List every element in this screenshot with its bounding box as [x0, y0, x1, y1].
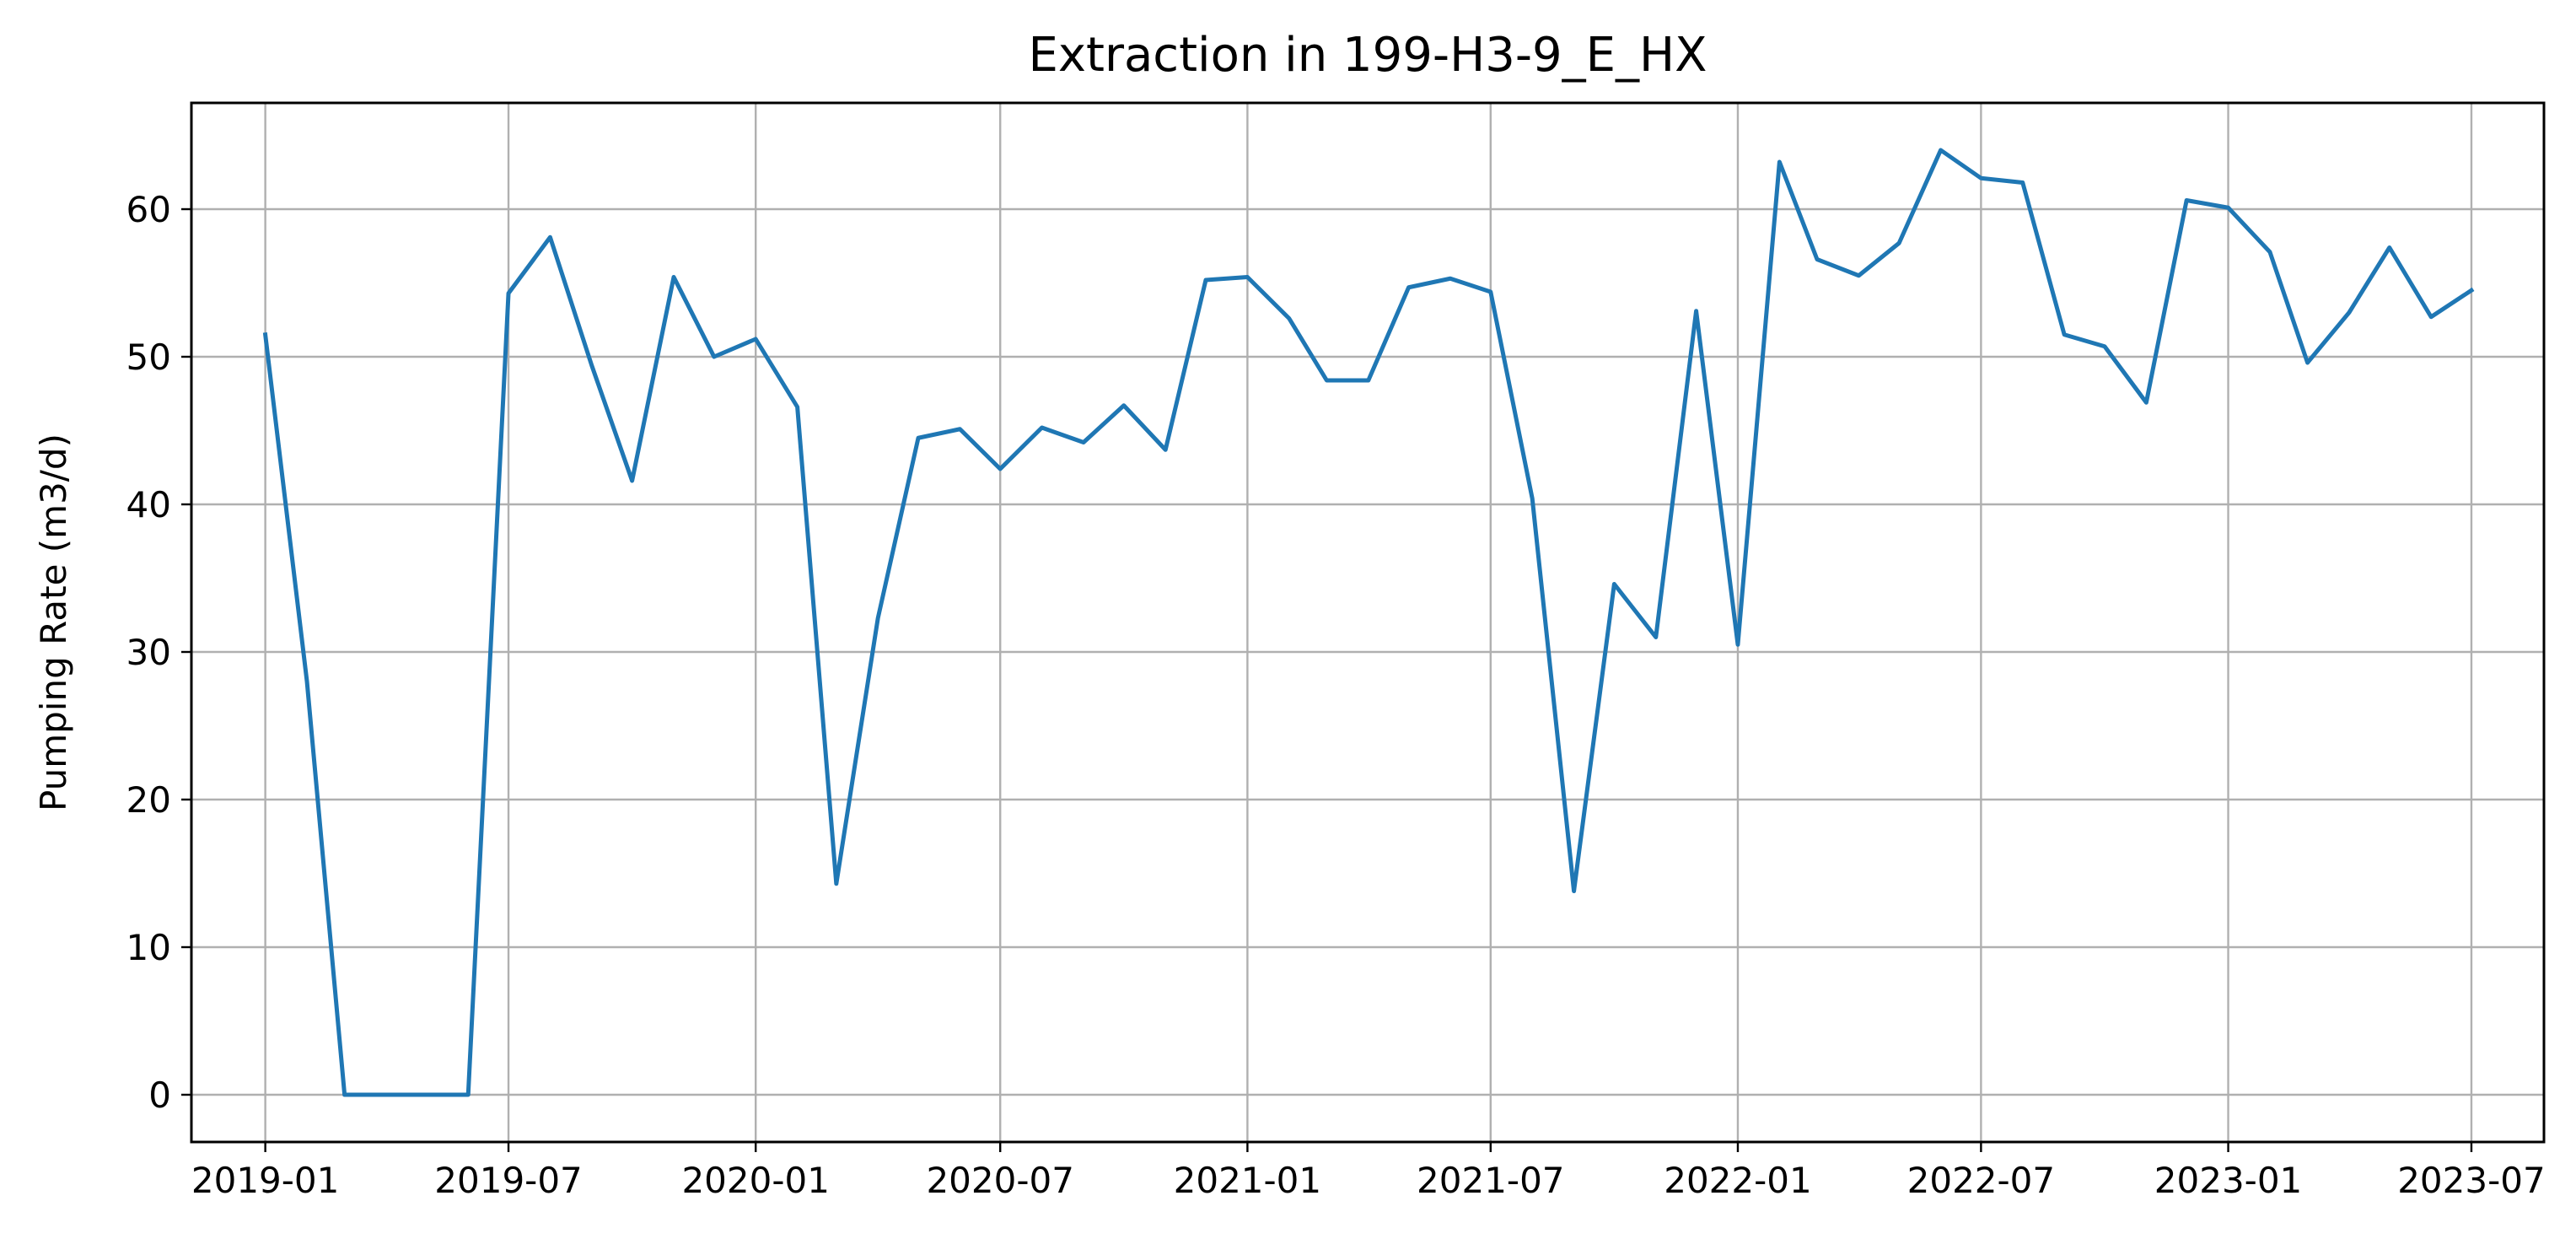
tick-layer: 2019-01 2019-07 2020-01 2020-07 2021-01 2021-… — [126, 189, 2546, 1201]
y-tick-label: 50 — [126, 337, 171, 378]
x-tick-label: 2020-01 — [681, 1160, 830, 1201]
data-point — [1406, 285, 1411, 289]
data-point — [1654, 635, 1658, 639]
data-point — [1897, 241, 1901, 245]
data-point — [2102, 344, 2106, 348]
x-tick-label: 2020-07 — [926, 1160, 1074, 1201]
data-point — [1735, 643, 1740, 647]
x-tick-label: 2023-07 — [2397, 1160, 2546, 1201]
data-point — [1287, 316, 1291, 320]
data-point — [917, 436, 921, 440]
data-point — [342, 1093, 347, 1097]
data-point — [1366, 379, 1370, 383]
data-point — [1857, 273, 1861, 277]
x-tick-label: 2021-07 — [1417, 1160, 1565, 1201]
data-point — [754, 337, 758, 342]
data-point — [1082, 440, 1086, 444]
x-tick-label: 2019-07 — [434, 1160, 583, 1201]
data-point — [507, 291, 511, 295]
data-point — [795, 405, 799, 409]
data-point — [958, 427, 962, 431]
data-point — [1572, 889, 1576, 893]
data-point — [672, 275, 676, 279]
data-point — [1694, 309, 1698, 313]
data-point — [1612, 582, 1616, 586]
x-tick-label: 2021-01 — [1174, 1160, 1322, 1201]
data-point — [424, 1093, 428, 1097]
x-tick-label: 2019-01 — [191, 1160, 340, 1201]
data-point — [2347, 310, 2351, 315]
data-point — [548, 235, 552, 240]
y-tick-label: 60 — [126, 189, 171, 230]
data-point — [1939, 148, 1943, 153]
data-point — [466, 1093, 471, 1097]
y-tick-label: 10 — [126, 927, 171, 968]
data-point — [305, 680, 309, 684]
y-tick-label: 30 — [126, 632, 171, 673]
data-point — [2144, 401, 2148, 405]
data-point — [876, 616, 880, 620]
grid-layer — [191, 103, 2544, 1142]
data-point — [1245, 275, 1250, 279]
data-point — [263, 332, 267, 337]
chart-title: Extraction in 199-H3-9_E_HX — [1028, 28, 1707, 83]
data-point — [2267, 250, 2272, 254]
x-tick-label: 2022-01 — [1664, 1160, 1812, 1201]
data-point — [1204, 278, 1208, 283]
data-point — [834, 881, 838, 886]
data-point — [589, 364, 594, 368]
data-point — [2387, 245, 2391, 250]
data-point — [2062, 332, 2067, 337]
data-point — [2185, 198, 2189, 202]
data-point — [1530, 497, 1535, 501]
data-point — [2226, 206, 2230, 210]
data-point — [630, 479, 634, 483]
data-point — [1448, 277, 1452, 281]
series-layer — [262, 148, 2475, 1097]
data-point — [1164, 448, 1168, 452]
y-tick-label: 0 — [148, 1075, 171, 1116]
y-tick-label: 20 — [126, 779, 171, 821]
data-point — [2469, 288, 2473, 293]
data-point — [385, 1093, 389, 1097]
plot-frame — [190, 101, 2546, 1144]
y-axis-label: Pumping Rate (m3/d) — [33, 434, 74, 811]
data-point — [2020, 180, 2025, 185]
data-point — [1325, 379, 1329, 383]
x-tick-label: 2022-07 — [1907, 1160, 2056, 1201]
data-point — [1040, 426, 1044, 430]
data-point — [1121, 403, 1126, 407]
data-point — [1488, 290, 1492, 294]
series-line — [262, 148, 2475, 1097]
data-point — [2305, 361, 2310, 365]
data-point — [1777, 160, 1782, 164]
data-point — [998, 467, 1003, 471]
data-point — [2429, 315, 2433, 319]
data-point — [712, 355, 716, 359]
x-tick-label: 2023-01 — [2154, 1160, 2303, 1201]
y-tick-label: 40 — [126, 484, 171, 525]
data-point — [1815, 257, 1819, 261]
data-point — [1979, 176, 1983, 180]
